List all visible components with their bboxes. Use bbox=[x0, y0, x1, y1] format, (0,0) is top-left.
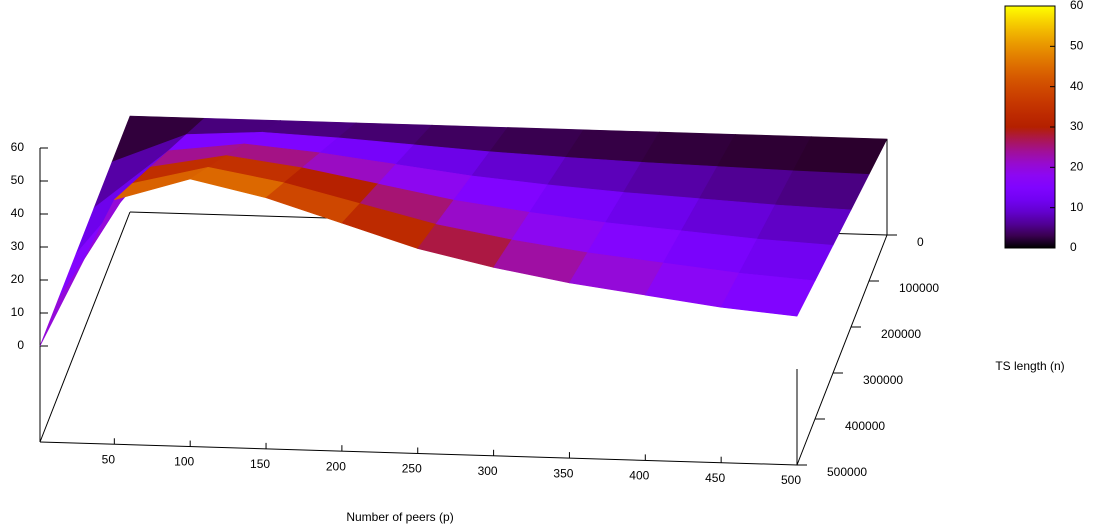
colorbar bbox=[1004, 5, 1056, 249]
x-tick-label: 200 bbox=[326, 459, 346, 473]
y-tick-label: 100000 bbox=[899, 281, 939, 295]
x-tick-label: 150 bbox=[250, 457, 270, 471]
x-tick-label: 350 bbox=[553, 466, 573, 480]
colorbar-tick-label: 30 bbox=[1070, 119, 1084, 133]
surface-cell bbox=[720, 272, 816, 317]
z-tick-label: 20 bbox=[11, 272, 25, 286]
x-tick-label: 500 bbox=[781, 473, 801, 487]
box-edge bbox=[39, 441, 798, 466]
x-tick-label: 250 bbox=[402, 462, 422, 476]
x-tick-label: 100 bbox=[174, 455, 194, 469]
surface bbox=[39, 115, 888, 347]
x-tick-label: 50 bbox=[102, 452, 116, 466]
z-tick-label: 10 bbox=[11, 305, 25, 319]
z-tick-label: 50 bbox=[11, 173, 25, 187]
y-tick-label: 0 bbox=[917, 235, 924, 249]
surface-cell bbox=[39, 183, 133, 347]
box-edge bbox=[39, 211, 131, 443]
colorbar-tick-label: 20 bbox=[1070, 160, 1084, 174]
colorbar-tick-label: 40 bbox=[1070, 79, 1084, 93]
y-tick-label: 300000 bbox=[863, 373, 903, 387]
z-tick-label: 0 bbox=[17, 338, 24, 352]
z-tick-label: 60 bbox=[11, 140, 25, 154]
colorbar-tick-label: 10 bbox=[1070, 200, 1084, 214]
z-tick-label: 40 bbox=[11, 206, 25, 220]
colorbar-tick-label: 0 bbox=[1070, 240, 1077, 254]
colorbar-tick-label: 50 bbox=[1070, 39, 1084, 53]
x-tick-label: 400 bbox=[629, 469, 649, 483]
y-tick-label: 200000 bbox=[881, 327, 921, 341]
colorbar-tick-label: 60 bbox=[1070, 0, 1084, 12]
x-tick-label: 450 bbox=[705, 471, 725, 485]
box-edge bbox=[796, 234, 888, 466]
y-tick-label: 400000 bbox=[845, 419, 885, 433]
x-axis-title: Number of peers (p) bbox=[346, 510, 453, 524]
x-tick-label: 300 bbox=[478, 464, 498, 478]
y-tick-label: 500000 bbox=[827, 465, 867, 479]
z-tick-label: 30 bbox=[11, 239, 25, 253]
y-axis-title: TS length (n) bbox=[995, 359, 1064, 373]
